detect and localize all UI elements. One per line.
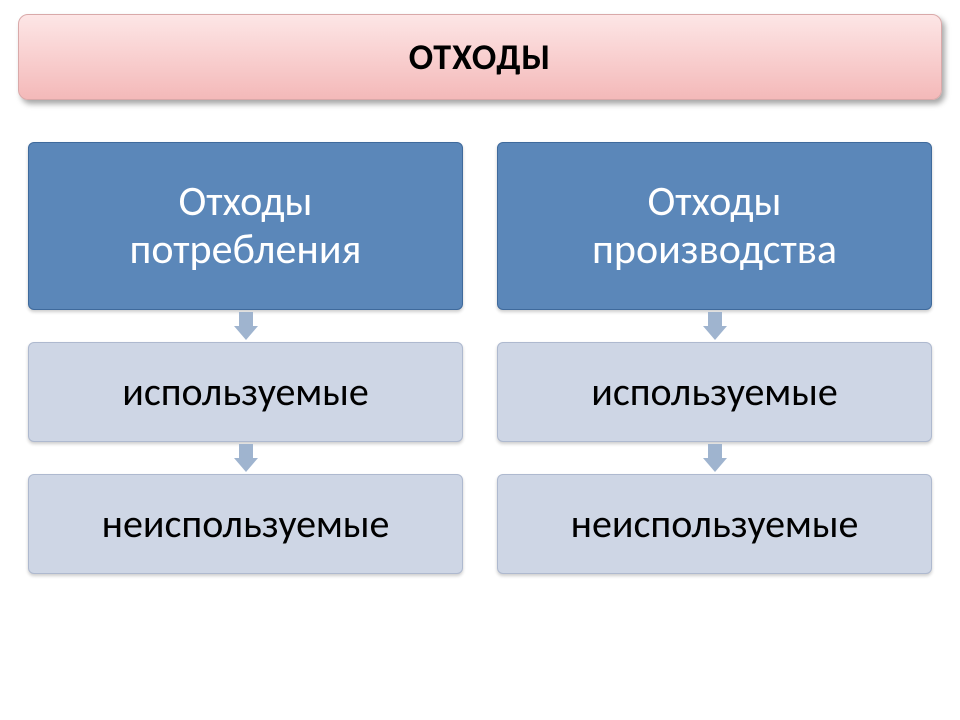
box-text: Отходы [179,178,313,226]
arrow-down-icon [234,312,258,340]
box-consumption-0: Отходыпотребления [28,142,463,310]
box-production-2: неиспользуемые [497,474,932,574]
column-consumption: Отходыпотребления используемые неиспользуе… [28,142,463,670]
box-production-1: используемые [497,342,932,442]
page-title: ОТХОДЫ [409,35,552,79]
arrow-down-icon [703,312,727,340]
diagram-columns: Отходыпотребленияиспользуемыенеиспользуе… [28,142,932,670]
box-production-0: Отходыпроизводства [497,142,932,310]
box-text: неиспользуемые [571,501,859,547]
box-text: неиспользуемые [102,501,390,547]
column-production: Отходыпроизводства используемые неиспользу… [497,142,932,670]
box-text: производства [592,226,837,274]
arrow-down-icon [234,444,258,472]
box-text: Отходы [648,178,782,226]
box-text: используемые [591,369,838,415]
arrow-down-icon [703,444,727,472]
box-text: используемые [122,369,369,415]
box-text: потребления [130,226,362,274]
title-bar: ОТХОДЫ [18,14,942,100]
box-consumption-1: используемые [28,342,463,442]
box-consumption-2: неиспользуемые [28,474,463,574]
